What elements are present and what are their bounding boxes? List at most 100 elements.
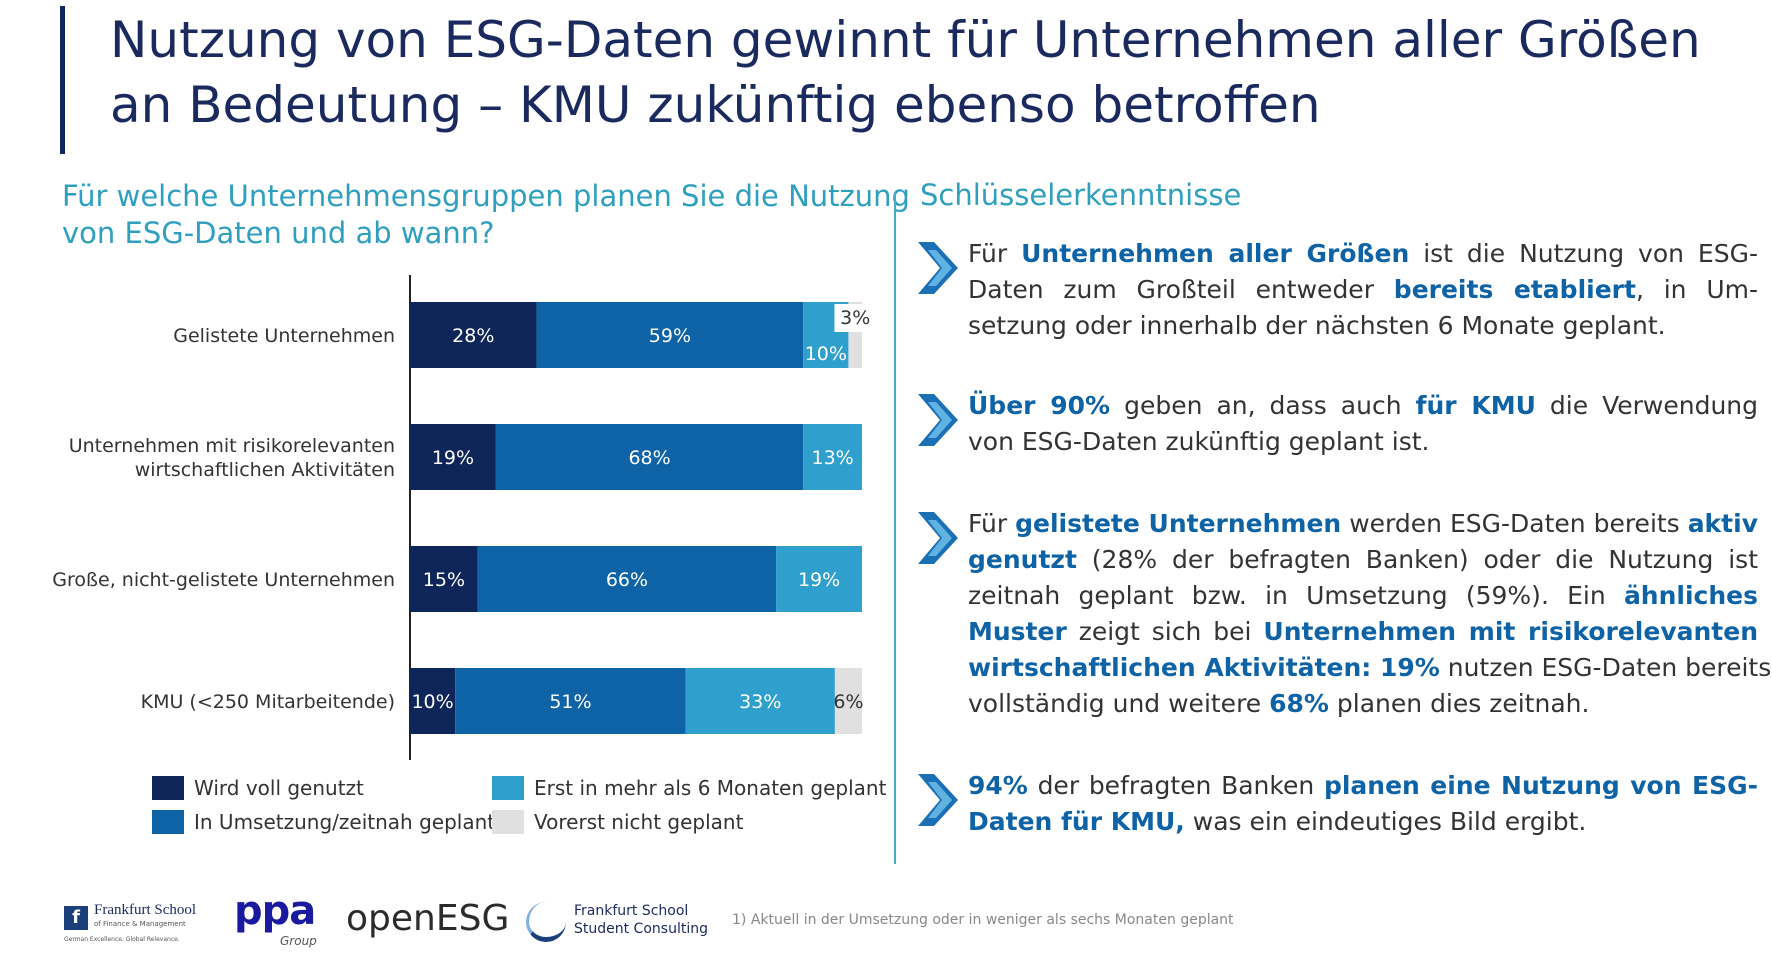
body-text: Für [968, 509, 1016, 538]
bar-2-1 [410, 424, 496, 490]
insight-line: Über 90% geben an, dass auch für KMU die… [968, 388, 1758, 424]
insight-line: Muster zeigt sich bei Unternehmen mit ri… [968, 614, 1758, 650]
page-title: Nutzung von ESG-Daten gewinnt für Untern… [110, 8, 1730, 138]
body-text: planen dies zeitnah. [1328, 689, 1590, 718]
bar-label-4-3: 33% [739, 691, 781, 713]
bar-label-4-2: 51% [549, 691, 591, 713]
fs-logo-name: Frankfurt School [94, 902, 197, 918]
body-text: zeitnah geplant bzw. in Umsetzung (59%).… [968, 581, 1624, 610]
insight-line: wirtschaftlichen Aktivitäten: 19% nutzen… [968, 650, 1771, 686]
category-label-3: Große, nicht-gelistete Unternehmen [52, 569, 395, 591]
insight-line: vollständig und weitere 68% planen dies … [968, 686, 1758, 722]
chevron-right-icon [918, 242, 958, 294]
chart-question-line-2: von ESG-Daten und ab wann? [62, 216, 495, 250]
bar-1-1 [410, 302, 537, 368]
bar-4-3 [685, 668, 835, 734]
insight-line: zeitnah geplant bzw. in Umsetzung (59%).… [968, 578, 1758, 614]
body-text: vollständig und weitere [968, 689, 1270, 718]
legend-label-1: Wird voll genutzt [194, 776, 364, 800]
insight-line: Für Unternehmen aller Größen ist die Nut… [968, 236, 1758, 272]
highlight-text: gelistete Unternehmen [1015, 509, 1342, 538]
insight-text-3: Für gelistete Unternehmen werden ESG-Dat… [968, 506, 1771, 722]
category-label-2: Unternehmen mit risikorelevanten wirtscha… [69, 435, 395, 481]
insight-text-1: Für Unternehmen aller Größen ist die Nut… [968, 236, 1758, 344]
insight-line: von ESG-Daten zukünftig geplant ist. [968, 424, 1758, 460]
chevron-right-icon [918, 512, 958, 564]
bar-3-2 [477, 546, 777, 612]
frankfurt-school-mark-icon: f [64, 906, 88, 930]
bar-label-3-2: 66% [606, 569, 648, 591]
insights-heading: Schlüsselerkenntnisse [920, 178, 1242, 212]
legend-swatch-1 [152, 776, 184, 800]
fs-swoosh-icon [526, 902, 566, 942]
highlight-text: 68% [1269, 689, 1329, 718]
highlight-text: ähnliches [1623, 581, 1758, 610]
bar-4-1 [410, 668, 456, 734]
bar-1-2 [536, 302, 804, 368]
title-accent-bar [60, 6, 65, 154]
page-title-line-1: Nutzung von ESG-Daten gewinnt für Untern… [110, 11, 1701, 69]
legend-label-4: Vorerst nicht geplant [534, 810, 744, 834]
fs-logo-sub: of Finance & Management [94, 920, 186, 928]
body-text: nutzen ESG-Daten bereits [1439, 653, 1772, 682]
chart-question: Für welche Unternehmensgruppen planen Si… [62, 178, 910, 252]
legend-swatch-3 [492, 776, 524, 800]
legend-item-2: In Umsetzung/zeitnah geplant1) [152, 810, 507, 834]
bar-label-3-1: 15% [423, 569, 465, 591]
bar-2-2 [495, 424, 804, 490]
footnote: 1) Aktuell in der Umsetzung oder in weni… [732, 912, 1234, 928]
openesg-logo: openESG [346, 898, 510, 939]
page-title-line-2: an Bedeutung – KMU zukünftig ebenso betr… [110, 76, 1321, 134]
insight-line: Daten zum Großteil entweder bereits etab… [968, 272, 1758, 308]
bar-label-1-3: 10% [805, 343, 847, 365]
insight-text-4: 94% der befragten Banken planen eine Nut… [968, 768, 1758, 840]
insight-line: Für gelistete Unternehmen werden ESG-Dat… [968, 506, 1758, 542]
bar-label-2-3: 13% [812, 447, 854, 469]
ppa-logo-group: Group [280, 934, 317, 948]
highlight-text: Unternehmen mit risikorelevanten [1263, 617, 1758, 646]
bar-label-4-1: 10% [411, 691, 453, 713]
stacked-bar-chart: Gelistete Unternehmen 28% 59% 10% 3% Unterneh… [52, 275, 870, 760]
category-label-1: Gelistete Unternehmen [173, 325, 395, 347]
bar-label-1-1: 28% [452, 325, 494, 347]
insight-line: Daten für KMU, was ein eindeutiges Bild … [968, 804, 1758, 840]
insight-line: genutzt (28% der befragten Banken) oder … [968, 542, 1758, 578]
bar-3-1 [410, 546, 478, 612]
bar-label-bg-1-4 [834, 304, 869, 332]
body-text: setzung oder innerhalb der nächsten 6 Mo… [968, 311, 1666, 340]
highlight-text: bereits etabliert [1393, 275, 1636, 304]
body-text: (28% der befragten Banken) oder die Nutz… [1076, 545, 1758, 574]
bar-4-2 [455, 668, 686, 734]
body-text: werden ESG-Daten bereits [1341, 509, 1688, 538]
highlight-text: planen eine Nutzung von ESG- [1323, 771, 1758, 800]
legend-swatch-4 [492, 810, 524, 834]
bar-2-3 [803, 424, 862, 490]
column-divider [894, 192, 896, 864]
legend-swatch-2 [152, 810, 184, 834]
bar-label-2-2: 68% [628, 447, 670, 469]
category-label-4: KMU (<250 Mitarbeitende) [141, 691, 395, 713]
fssc-line-1: Frankfurt School [574, 903, 689, 919]
body-text: Daten zum Großteil entweder [968, 275, 1394, 304]
ppa-logo: ppa [234, 888, 316, 934]
highlight-text: Unternehmen aller Größen [1021, 239, 1410, 268]
body-text: zeigt sich bei [1066, 617, 1264, 646]
bar-3-3 [776, 546, 862, 612]
highlight-text: aktiv [1687, 509, 1758, 538]
insight-text-2: Über 90% geben an, dass auch für KMU die… [968, 388, 1758, 460]
insight-line: 94% der befragten Banken planen eine Nut… [968, 768, 1758, 804]
fs-student-consulting-logo: Frankfurt School Student Consulting [526, 900, 708, 944]
body-text: was ein eindeutiges Bild ergibt. [1184, 807, 1587, 836]
legend-label-2: In Umsetzung/zeitnah geplant [194, 810, 496, 834]
chart-question-line-1: Für welche Unternehmensgruppen planen Si… [62, 179, 910, 213]
fssc-line-2: Student Consulting [574, 921, 708, 937]
chevron-right-icon [918, 394, 958, 446]
chevron-right-icon [918, 774, 958, 826]
bar-label-1-4: 3% [840, 307, 870, 329]
highlight-text: Daten für KMU, [968, 807, 1185, 836]
bar-label-4-4: 6% [833, 691, 863, 713]
body-text: die Verwendung [1535, 391, 1759, 420]
bar-4-4 [834, 668, 862, 734]
highlight-text: Muster [968, 617, 1067, 646]
frankfurt-school-logo: f Frankfurt School of Finance & Manageme… [64, 902, 197, 946]
